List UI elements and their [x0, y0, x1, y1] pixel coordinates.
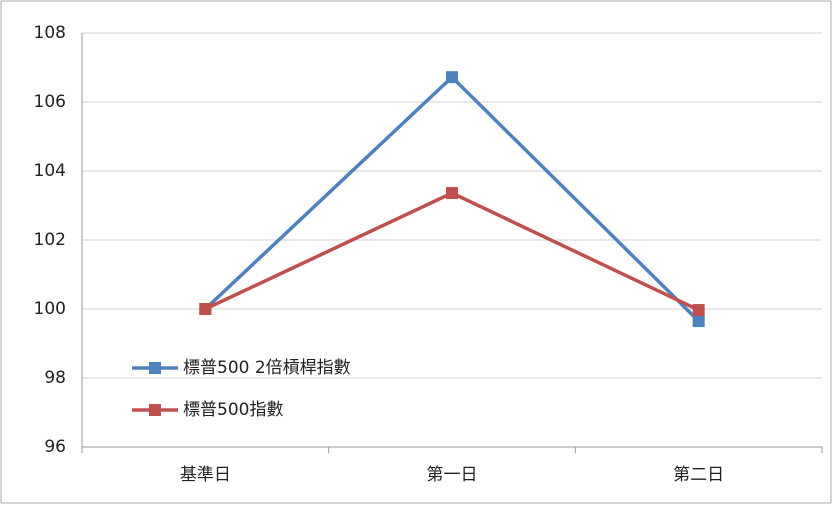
- legend-label: 標普500指數: [183, 400, 283, 420]
- legend-label: 標普500 2倍槓桿指數: [183, 358, 351, 378]
- y-tick-label: 100: [34, 299, 66, 319]
- y-tick-label: 104: [34, 161, 66, 181]
- y-tick-label: 106: [34, 92, 66, 112]
- y-tick-label: 108: [34, 23, 66, 43]
- point: [446, 71, 458, 84]
- point: [199, 303, 212, 315]
- x-tick-label: 基準日: [180, 465, 231, 485]
- legend-marker: [149, 404, 161, 416]
- y-tick-label: 102: [34, 230, 66, 250]
- y-tick-label: 98: [44, 368, 66, 388]
- point: [692, 315, 705, 328]
- point: [446, 187, 458, 200]
- y-tick-label: 96: [44, 437, 66, 457]
- legend-marker: [149, 362, 161, 374]
- x-tick-label: 第一日: [427, 465, 478, 485]
- point: [692, 304, 705, 317]
- x-tick-label: 第二日: [673, 465, 724, 485]
